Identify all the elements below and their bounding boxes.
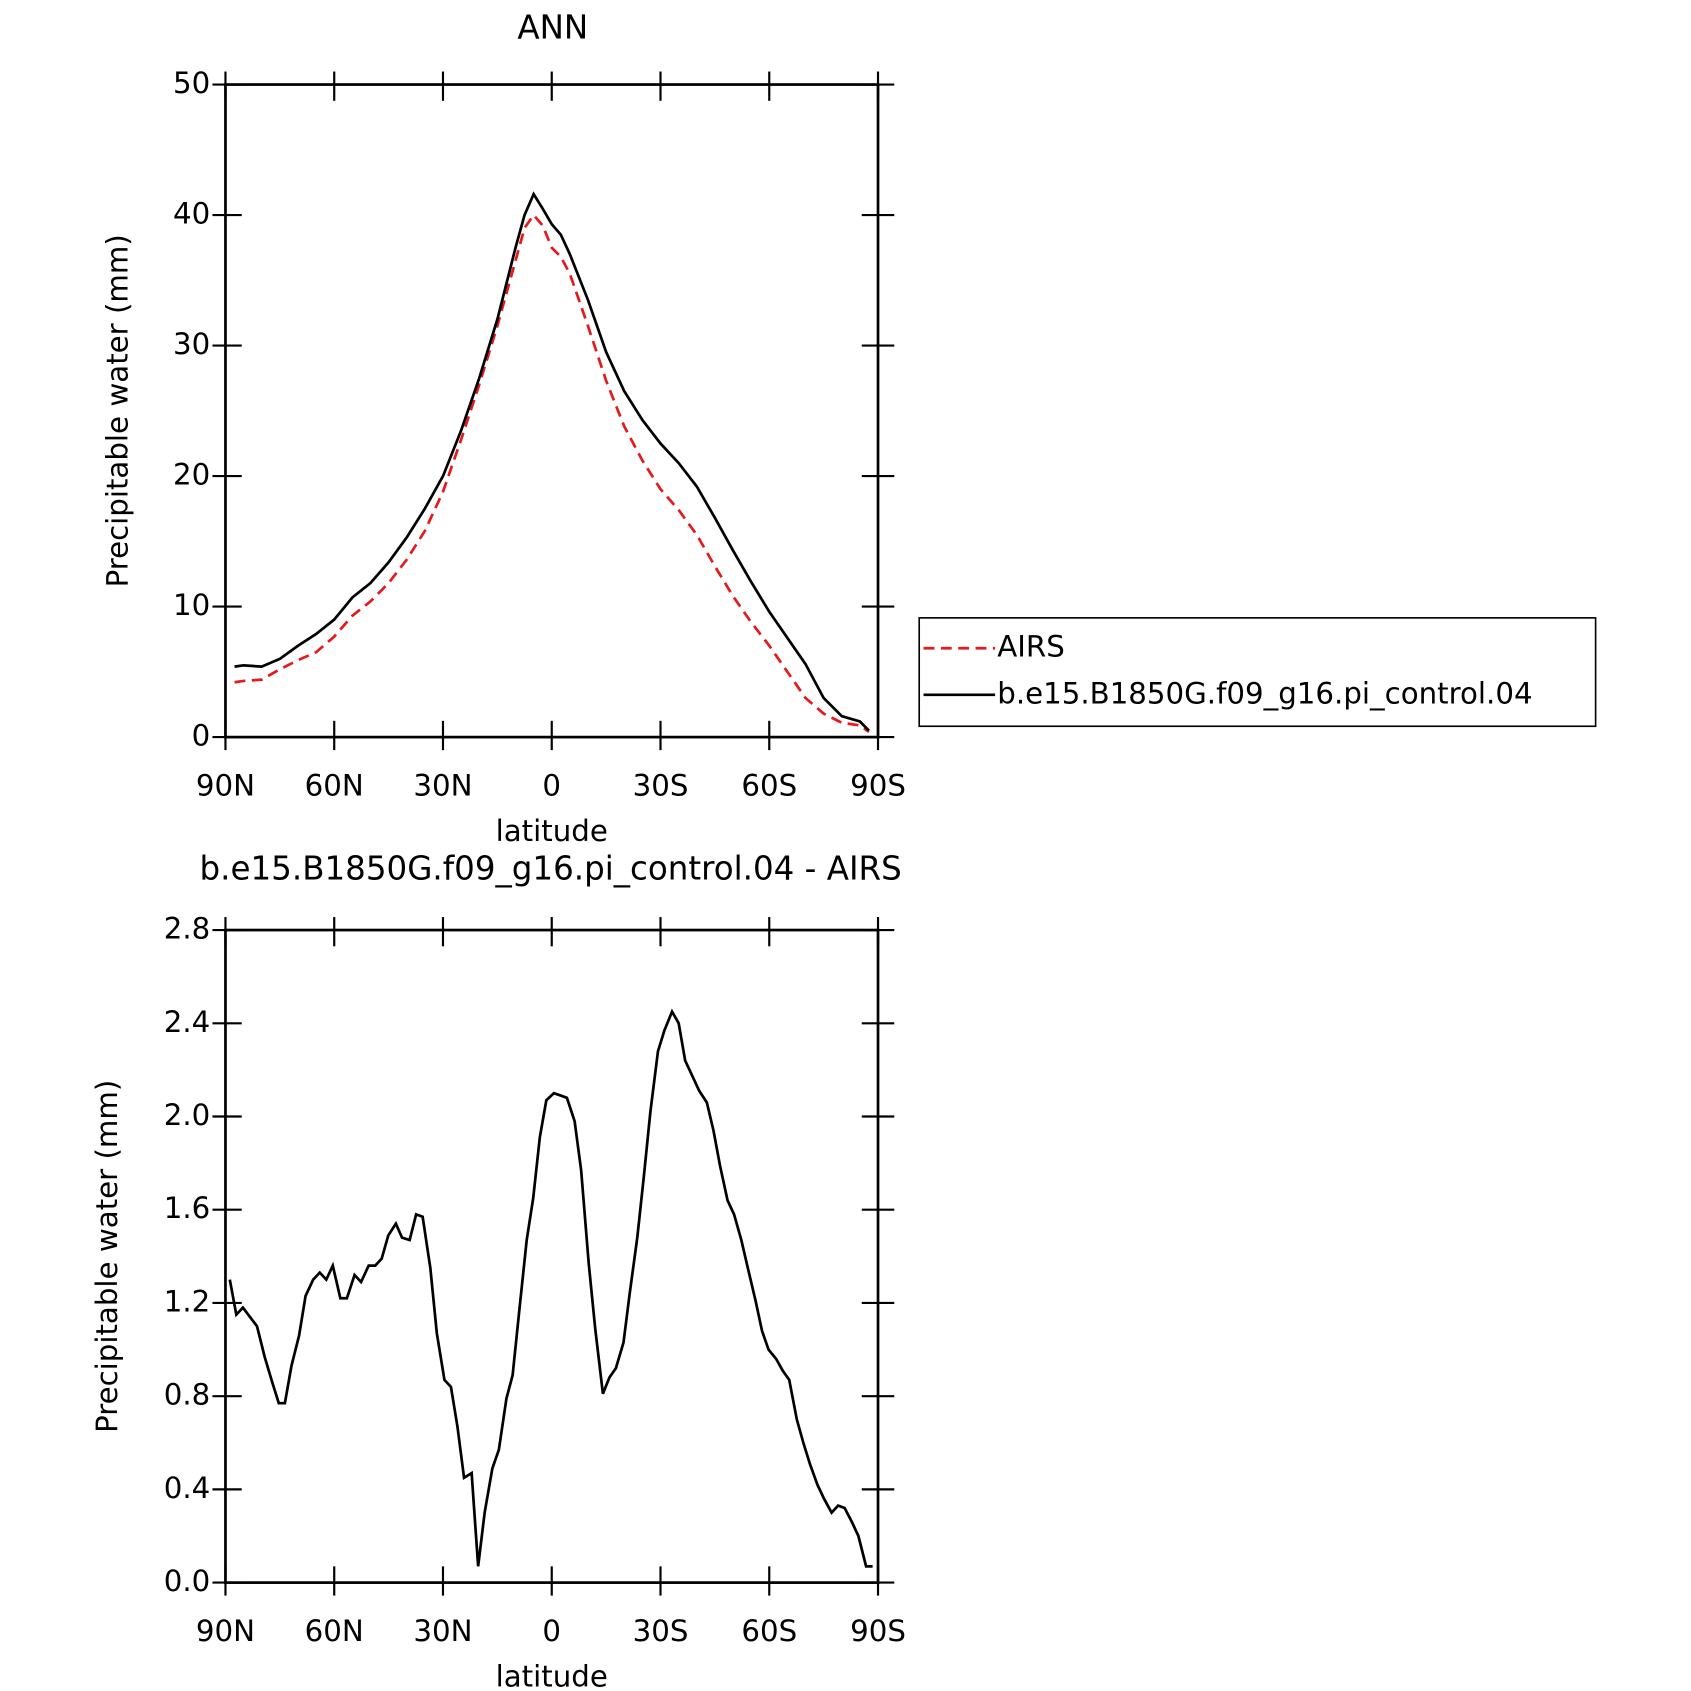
y-tick-label: 1.6 <box>164 1191 211 1225</box>
y-axis-label: Precipitable water (mm) <box>90 1080 124 1433</box>
y-tick-label: 0.8 <box>164 1378 211 1412</box>
legend-label: AIRS <box>997 630 1065 664</box>
x-tick-label: 0 <box>542 768 561 802</box>
data-line <box>234 212 870 733</box>
y-tick-label: 40 <box>173 197 210 231</box>
x-axis-label: latitude <box>496 814 608 848</box>
y-tick-label: 0.4 <box>164 1471 211 1505</box>
data-line <box>228 1008 873 1568</box>
x-tick-label: 60N <box>305 768 364 802</box>
chart-title: ANN <box>517 8 588 46</box>
y-tick-label: 10 <box>173 588 210 622</box>
x-axis-label: latitude <box>496 1659 608 1691</box>
y-tick-label: 0 <box>192 719 211 753</box>
x-tick-label: 30N <box>413 768 472 802</box>
data-line <box>234 191 870 732</box>
chart-title: b.e15.B1850G.f09_g16.pi_control.04 - AIR… <box>200 849 902 887</box>
x-tick-label: 60S <box>741 768 797 802</box>
x-tick-label: 60N <box>305 1614 364 1648</box>
x-tick-label: 60S <box>741 1614 797 1648</box>
y-tick-label: 20 <box>173 458 210 492</box>
plot-frame <box>224 928 880 1584</box>
y-tick-label: 2.0 <box>164 1098 211 1132</box>
x-tick-label: 30S <box>633 1614 689 1648</box>
y-axis-label: Precipitable water (mm) <box>101 234 135 587</box>
x-tick-label: 90N <box>196 768 255 802</box>
x-tick-label: 90S <box>850 1614 906 1648</box>
y-tick-label: 50 <box>173 66 210 100</box>
y-tick-label: 1.2 <box>164 1284 211 1318</box>
plot-frame <box>224 83 880 739</box>
x-tick-label: 30S <box>633 768 689 802</box>
y-tick-label: 0.0 <box>164 1564 211 1598</box>
x-tick-label: 30N <box>413 1614 472 1648</box>
y-tick-label: 30 <box>173 327 210 361</box>
x-tick-label: 90N <box>196 1614 255 1648</box>
y-tick-label: 2.4 <box>164 1005 211 1039</box>
legend-box <box>918 617 1597 728</box>
y-tick-label: 2.8 <box>164 912 211 946</box>
x-tick-label: 0 <box>542 1614 561 1648</box>
x-tick-label: 90S <box>850 768 906 802</box>
legend-label: b.e15.B1850G.f09_g16.pi_control.04 <box>997 676 1532 710</box>
